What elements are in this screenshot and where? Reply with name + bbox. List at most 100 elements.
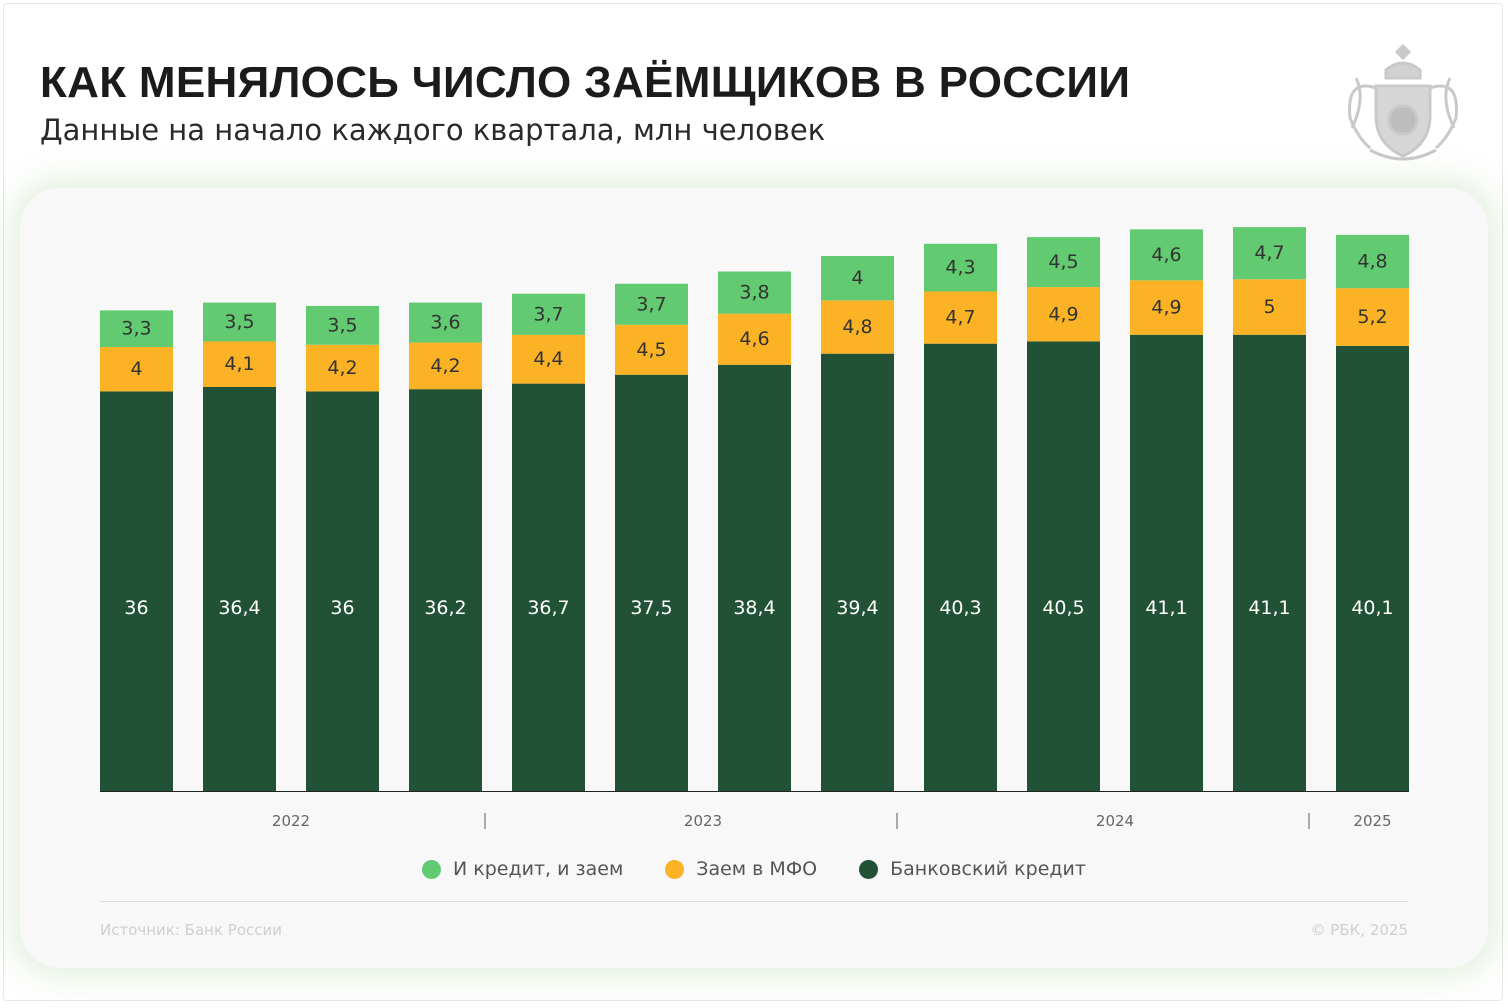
data-label: 3,5: [327, 314, 357, 336]
bar-segment: [718, 364, 791, 791]
bar-segment: [100, 391, 173, 791]
bar-segment: [306, 305, 379, 345]
data-label: 40,5: [1042, 597, 1084, 619]
bar-segment: [821, 353, 894, 791]
legend: И кредит, и заем Заем в МФО Банковский к…: [0, 858, 1508, 880]
data-label: 3,7: [636, 293, 666, 315]
bar-segment: [203, 341, 276, 387]
data-label: 4,2: [327, 357, 357, 379]
bar-segment: [821, 255, 894, 301]
data-label: 4,3: [945, 257, 975, 279]
bar-segment: [512, 383, 585, 791]
bar-segment: [100, 347, 173, 392]
data-label: 4,1: [224, 353, 254, 375]
bar-segment: [512, 334, 585, 384]
data-label: 4,5: [1048, 251, 1078, 273]
bar-segment: [1130, 229, 1203, 281]
bar-segment: [718, 313, 791, 365]
data-label: 4,6: [1151, 244, 1181, 266]
data-label: 3,8: [739, 282, 769, 304]
bar-segment: [1130, 334, 1203, 791]
data-label: 4,9: [1048, 303, 1078, 325]
data-label: 36,7: [527, 597, 569, 619]
data-label: 4,8: [1357, 251, 1387, 273]
legend-item-mfo: Заем в МФО: [665, 858, 817, 880]
bar-segment: [615, 283, 688, 325]
bar-segment: [1233, 227, 1306, 280]
data-label: 4: [130, 358, 142, 380]
bar-segment: [924, 343, 997, 791]
data-label: 4,2: [430, 355, 460, 377]
bar-segment: [409, 389, 482, 791]
legend-swatch: [859, 859, 879, 879]
bar-segment: [1027, 237, 1100, 288]
bar-segment: [409, 342, 482, 390]
bar-segment: [924, 243, 997, 292]
data-label: 5: [1263, 296, 1275, 318]
copyright: © РБК, 2025: [1310, 921, 1408, 939]
source-note: Источник: Банк России: [100, 921, 283, 939]
data-label: 36,4: [218, 597, 260, 619]
data-label: 5,2: [1357, 306, 1387, 328]
data-label: 40,3: [939, 597, 981, 619]
data-label: 4,7: [1254, 242, 1284, 264]
data-label: 4,4: [533, 348, 563, 370]
bar-segment: [1027, 287, 1100, 342]
bar-segment: [1027, 341, 1100, 791]
data-label: 4,6: [739, 328, 769, 350]
data-label: 40,1: [1351, 597, 1393, 619]
data-label: 4,5: [636, 339, 666, 361]
data-label: 4: [851, 267, 863, 289]
data-label: 4,7: [945, 307, 975, 329]
year-tick-label: 2022: [272, 812, 310, 830]
legend-label: И кредит, и заем: [453, 858, 624, 880]
year-tick-label: 2023: [684, 812, 722, 830]
legend-label: Заем в МФО: [696, 858, 818, 880]
coat-of-arms-icon: [1348, 43, 1458, 161]
bar-segment: [203, 302, 276, 342]
bar-segment: [100, 310, 173, 347]
bar-segment: [306, 391, 379, 791]
legend-item-both: И кредит, и заем: [422, 858, 623, 880]
data-label: 36: [330, 597, 354, 619]
legend-swatch: [665, 859, 685, 879]
data-label: 39,4: [836, 597, 878, 619]
bar-segment: [615, 324, 688, 375]
data-label: 38,4: [733, 597, 775, 619]
bar-segment: [1130, 280, 1203, 335]
data-label: 41,1: [1248, 597, 1290, 619]
bar-segment: [1233, 279, 1306, 335]
data-label: 3,6: [430, 312, 460, 334]
bar-segment: [203, 386, 276, 791]
legend-label: Банковский кредит: [890, 858, 1086, 880]
legend-item-bank: Банковский кредит: [859, 858, 1086, 880]
bar-segment: [1336, 234, 1409, 289]
bar-segment: [821, 300, 894, 354]
page-title: КАК МЕНЯЛОСЬ ЧИСЛО ЗАЁМЩИКОВ В РОССИИ: [40, 58, 1131, 107]
bar-segment: [718, 271, 791, 314]
data-label: 37,5: [630, 597, 672, 619]
bar-segment: [1336, 288, 1409, 346]
data-label: 36,2: [424, 597, 466, 619]
divider: [100, 901, 1408, 902]
data-label: 4,9: [1151, 297, 1181, 319]
bar-segment: [409, 302, 482, 343]
data-label: 3,3: [121, 318, 151, 340]
legend-swatch: [422, 859, 442, 879]
year-tick-label: 2024: [1096, 812, 1134, 830]
bar-segment: [924, 291, 997, 344]
bar-segment: [512, 293, 585, 335]
page-subtitle: Данные на начало каждого квартала, млн ч…: [40, 113, 826, 147]
data-label: 4,8: [842, 316, 872, 338]
frame: [3, 3, 1503, 1001]
data-label: 41,1: [1145, 597, 1187, 619]
data-label: 3,7: [533, 303, 563, 325]
bar-segment: [306, 344, 379, 392]
data-label: 3,5: [224, 311, 254, 333]
bar-segment: [1336, 345, 1409, 791]
data-label: 36: [124, 597, 148, 619]
bar-segment: [1233, 334, 1306, 791]
year-tick-label: 2025: [1353, 812, 1391, 830]
bar-segment: [615, 374, 688, 791]
